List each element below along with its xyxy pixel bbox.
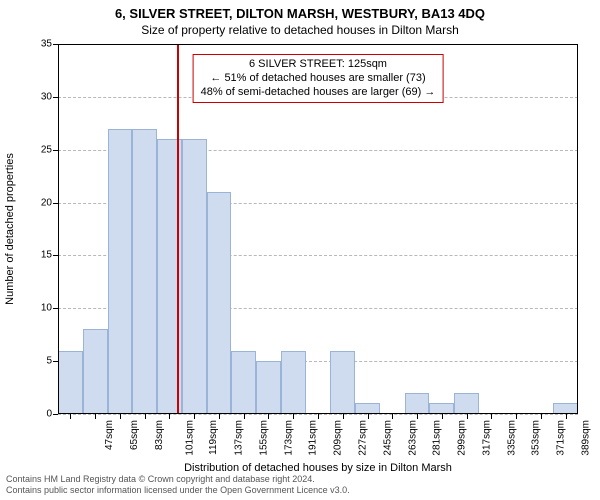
- xtick-mark: [491, 414, 492, 419]
- xtick-label: 353sqm: [531, 420, 542, 456]
- y-axis-line: [58, 44, 59, 414]
- xtick-mark: [516, 414, 517, 419]
- xtick-mark: [343, 414, 344, 419]
- xtick-mark: [541, 414, 542, 419]
- annotation-line1: 6 SILVER STREET: 125sqm: [249, 58, 387, 70]
- xtick-label: 101sqm: [184, 420, 195, 456]
- xtick-mark: [417, 414, 418, 419]
- xtick-label: 209sqm: [333, 420, 344, 456]
- x-axis-line: [58, 413, 578, 414]
- histogram-bar: [108, 129, 133, 414]
- xtick-label: 155sqm: [259, 420, 270, 456]
- xtick-mark: [268, 414, 269, 419]
- footer: Contains HM Land Registry data © Crown c…: [6, 474, 350, 496]
- histogram-bar: [454, 393, 479, 414]
- ytick-label: 25: [30, 144, 52, 155]
- xtick-label: 335sqm: [506, 420, 517, 456]
- xtick-mark: [467, 414, 468, 419]
- xtick-mark: [318, 414, 319, 419]
- xtick-label: 245sqm: [382, 420, 393, 456]
- xtick-mark: [368, 414, 369, 419]
- xtick-mark: [120, 414, 121, 419]
- annotation-line3: 48% of semi-detached houses are larger (…: [201, 86, 436, 98]
- right-axis-line: [577, 44, 578, 414]
- ytick-label: 15: [30, 250, 52, 261]
- xtick-mark: [392, 414, 393, 419]
- footer-line2: Contains public sector information licen…: [6, 485, 350, 495]
- ytick-label: 30: [30, 91, 52, 102]
- ytick-label: 35: [30, 39, 52, 50]
- histogram-bar: [330, 351, 355, 414]
- histogram-bar: [182, 139, 207, 414]
- histogram-bar: [83, 329, 108, 414]
- footer-line1: Contains HM Land Registry data © Crown c…: [6, 474, 315, 484]
- ytick-label: 10: [30, 303, 52, 314]
- xtick-label: 137sqm: [234, 420, 245, 456]
- histogram-bar: [207, 192, 232, 414]
- chart-title: 6, SILVER STREET, DILTON MARSH, WESTBURY…: [0, 0, 600, 21]
- histogram-bar: [231, 351, 256, 414]
- histogram-bar: [58, 351, 83, 414]
- x-axis-label: Distribution of detached houses by size …: [58, 462, 578, 474]
- xtick-mark: [145, 414, 146, 419]
- xtick-label: 119sqm: [208, 420, 219, 455]
- chart-container: 6, SILVER STREET, DILTON MARSH, WESTBURY…: [0, 0, 600, 500]
- xtick-label: 371sqm: [556, 420, 567, 456]
- xtick-mark: [169, 414, 170, 419]
- xtick-mark: [70, 414, 71, 419]
- histogram-bar: [132, 129, 157, 414]
- xtick-label: 227sqm: [358, 420, 369, 456]
- xtick-label: 389sqm: [580, 420, 591, 456]
- xtick-label: 65sqm: [129, 420, 140, 450]
- xtick-label: 173sqm: [283, 420, 294, 456]
- annotation-line2: ← 51% of detached houses are smaller (73…: [210, 72, 425, 84]
- annotation-box: 6 SILVER STREET: 125sqm ← 51% of detache…: [193, 54, 444, 103]
- xtick-mark: [442, 414, 443, 419]
- y-axis-label: Number of detached properties: [4, 44, 20, 414]
- xtick-label: 317sqm: [481, 420, 492, 456]
- ytick-mark: [53, 414, 58, 415]
- chart-subtitle: Size of property relative to detached ho…: [0, 21, 600, 37]
- histogram-bar: [405, 393, 430, 414]
- xtick-mark: [95, 414, 96, 419]
- histogram-bar: [281, 351, 306, 414]
- marker-line: [177, 44, 179, 414]
- xtick-label: 299sqm: [457, 420, 468, 456]
- xtick-mark: [194, 414, 195, 419]
- ytick-label: 0: [30, 409, 52, 420]
- xtick-label: 263sqm: [407, 420, 418, 456]
- histogram-bar: [256, 361, 281, 414]
- xtick-label: 47sqm: [104, 420, 115, 450]
- xtick-label: 281sqm: [432, 420, 443, 456]
- xtick-mark: [293, 414, 294, 419]
- xtick-label: 83sqm: [154, 420, 165, 450]
- xtick-mark: [566, 414, 567, 419]
- xtick-mark: [244, 414, 245, 419]
- plot-wrap: 0510152025303547sqm65sqm83sqm101sqm119sq…: [58, 44, 578, 414]
- xtick-mark: [219, 414, 220, 419]
- top-axis-line: [58, 44, 578, 45]
- ytick-label: 20: [30, 197, 52, 208]
- xtick-label: 191sqm: [308, 420, 319, 456]
- ytick-label: 5: [30, 356, 52, 367]
